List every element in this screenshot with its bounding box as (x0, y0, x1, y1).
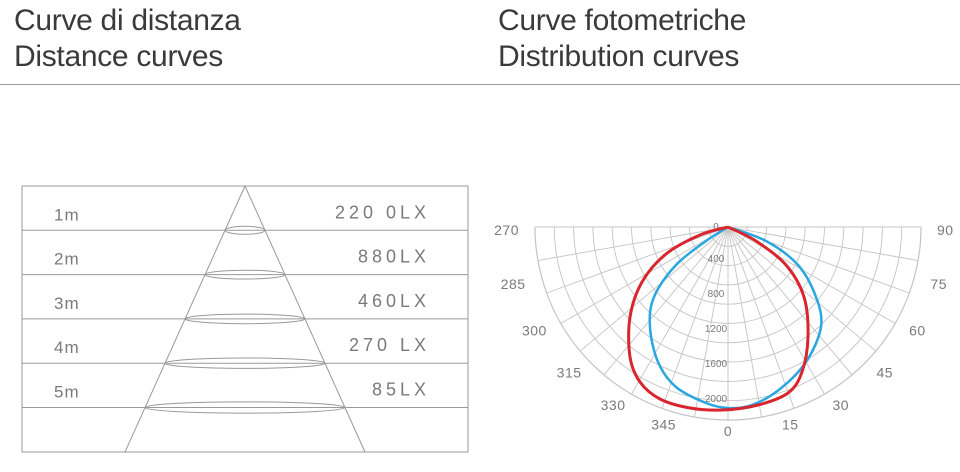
polar-angle-label: 330 (601, 397, 626, 413)
polar-angle-label: 90 (937, 222, 954, 238)
beam-cross-sections (144, 225, 346, 414)
distance-label: 5m (54, 383, 80, 402)
distance-label: 3m (54, 294, 80, 313)
polar-intensity-label: 0 (713, 222, 719, 233)
polar-spoke (631, 226, 729, 395)
polar-angle-label: 270 (494, 222, 519, 238)
polar-angle-label: 0 (724, 423, 732, 439)
beam-cross-section (164, 357, 326, 369)
polar-spoke (694, 226, 729, 418)
polar-spoke (727, 226, 762, 418)
distribution-curves-title-it: Curve fotometriche (498, 4, 747, 37)
distribution-curve-outer (627, 225, 810, 412)
polar-radial-labels: 0 400 800 1200 1600 2000 (705, 222, 728, 405)
polar-spoke (661, 226, 729, 409)
polar-spoke (579, 226, 729, 352)
polar-grid (534, 226, 922, 421)
polar-spoke (603, 226, 729, 376)
lux-value-label: 85LX (372, 380, 430, 400)
beam-cross-section (204, 269, 286, 280)
polar-angle-label: 30 (833, 397, 850, 413)
beam-cross-section (224, 225, 266, 235)
polar-spoke (537, 226, 729, 261)
distance-curves-title-it: Curve di distanza (14, 4, 241, 37)
polar-intensity-label: 2000 (705, 394, 728, 405)
polar-angle-label: 345 (651, 416, 676, 432)
lux-value-label: 270 LX (349, 335, 430, 355)
polar-angle-label: 285 (501, 276, 526, 292)
distance-curves-diagram: 1m 2m 3m 4m 5m 220 0LX 880LX 460LX 270 LX 85LX (21, 185, 469, 453)
polar-angle-label: 315 (557, 364, 582, 380)
distance-label: 4m (54, 338, 80, 357)
distance-table-lines (22, 229, 468, 408)
polar-intensity-label: 1600 (705, 359, 728, 370)
lux-value-label: 880LX (358, 247, 430, 267)
polar-intensity-label: 1200 (705, 324, 728, 335)
polar-distribution-diagram: 270 285 300 315 330 345 0 15 30 45 60 75 90 0 400 800 1… (494, 222, 953, 439)
polar-angle-label: 300 (522, 323, 547, 339)
polar-angle-label: 45 (876, 364, 893, 380)
polar-angle-labels: 270 285 300 315 330 345 0 15 30 45 60 75 90 (494, 222, 953, 439)
polar-spoke (727, 226, 919, 261)
header-divider (0, 84, 960, 85)
distribution-curve-inner (648, 225, 823, 410)
lux-labels: 220 0LX 880LX 460LX 270 LX 85LX (335, 202, 430, 400)
polar-spoke (727, 226, 896, 324)
polar-spoke (727, 226, 825, 395)
polar-spoke (727, 226, 795, 409)
distance-label: 2m (54, 250, 80, 269)
polar-spoke (727, 226, 853, 376)
polar-angle-label: 60 (909, 323, 926, 339)
polar-spoke (546, 226, 729, 294)
polar-intensity-label: 400 (708, 254, 725, 265)
polar-angle-label: 15 (782, 416, 799, 432)
distribution-curves-title-en: Distribution curves (498, 40, 740, 73)
polar-angle-label: 75 (930, 276, 947, 292)
distance-curves-heading: Curve di distanza Distance curves (14, 3, 241, 75)
lux-value-label: 460LX (358, 291, 430, 311)
lux-value-label: 220 0LX (335, 202, 430, 222)
distance-labels: 1m 2m 3m 4m 5m (54, 205, 80, 402)
distance-curves-title-en: Distance curves (14, 40, 223, 73)
polar-intensity-label: 800 (708, 289, 725, 300)
beam-cross-section (184, 313, 306, 325)
distance-label: 1m (54, 205, 80, 224)
beam-cross-section (144, 401, 346, 414)
distribution-curves-heading: Curve fotometriche Distribution curves (498, 3, 746, 75)
